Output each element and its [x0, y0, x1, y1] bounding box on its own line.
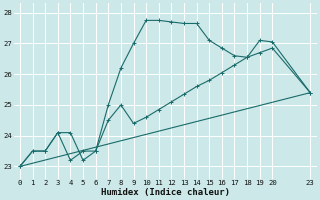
X-axis label: Humidex (Indice chaleur): Humidex (Indice chaleur)	[100, 188, 229, 197]
